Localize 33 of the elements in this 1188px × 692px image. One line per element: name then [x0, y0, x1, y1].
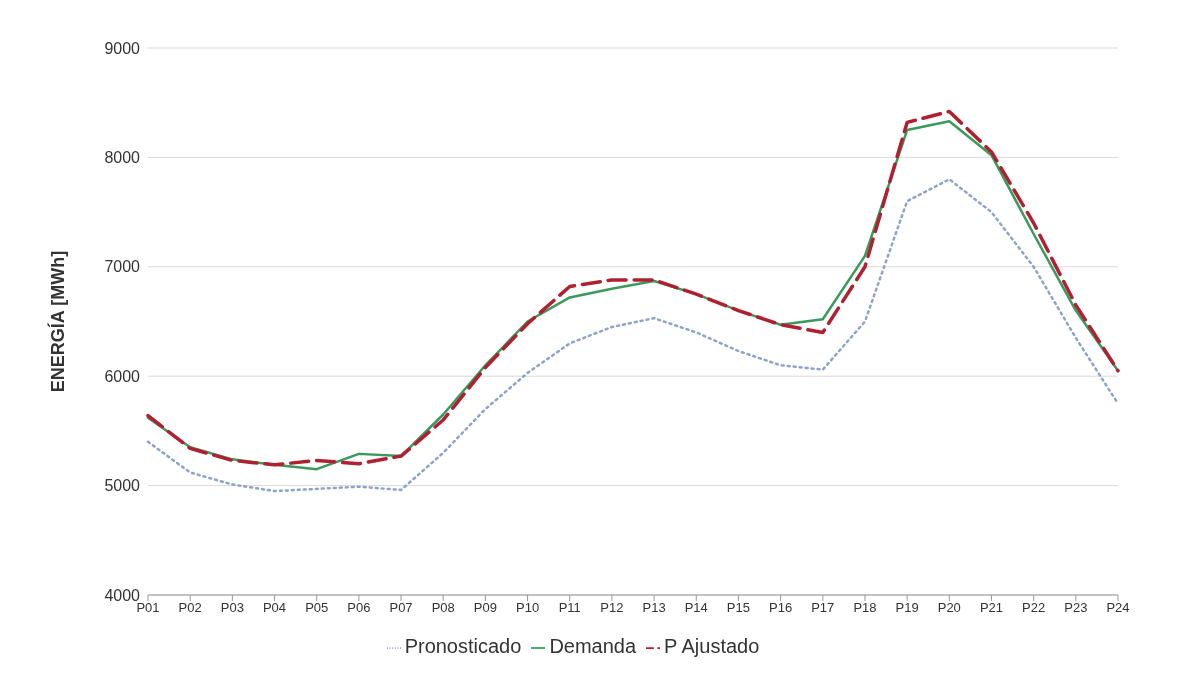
x-tick-label: P16	[769, 600, 793, 616]
x-tick-label: P09	[473, 600, 497, 616]
x-tick-label: P21	[979, 600, 1004, 616]
x-tick-label: P07	[389, 600, 413, 616]
y-tick-label: 6000	[104, 367, 141, 385]
x-tick-label: P12	[600, 600, 624, 616]
legend-label: Pronosticado	[404, 635, 522, 657]
x-tick-label: P06	[347, 600, 371, 616]
x-tick-label: P23	[1064, 600, 1088, 616]
line-series	[146, 178, 1120, 493]
x-tick-label: P19	[895, 600, 919, 616]
legend-label: Demanda	[549, 635, 637, 657]
x-tick-label: P11	[558, 600, 581, 616]
x-tick-label: P14	[684, 600, 708, 616]
y-axis-title: ENERGÍA [MWh]	[47, 250, 69, 393]
x-tick-label: P17	[811, 600, 835, 616]
x-tick-label: P05	[305, 600, 329, 616]
y-tick-label: 9000	[104, 39, 141, 57]
y-tick-label: 8000	[104, 149, 141, 167]
x-tick-label: P20	[937, 600, 961, 616]
x-tick-label: P22	[1022, 600, 1046, 616]
x-tick-label: P04	[262, 600, 287, 616]
x-tick-label: P03	[220, 600, 244, 616]
x-tick-label: P02	[178, 600, 202, 616]
x-tick-label: P24	[1106, 600, 1130, 616]
x-tick-label: P18	[853, 600, 877, 616]
y-tick-label: 5000	[104, 477, 141, 495]
x-tick-label: P10	[515, 600, 540, 616]
x-tick-label: P15	[726, 600, 751, 616]
x-tick-label: P13	[642, 600, 666, 616]
y-tick-label: 7000	[104, 258, 141, 276]
legend-label: P Ajustado	[664, 635, 760, 657]
x-tick-label: P08	[431, 600, 455, 616]
